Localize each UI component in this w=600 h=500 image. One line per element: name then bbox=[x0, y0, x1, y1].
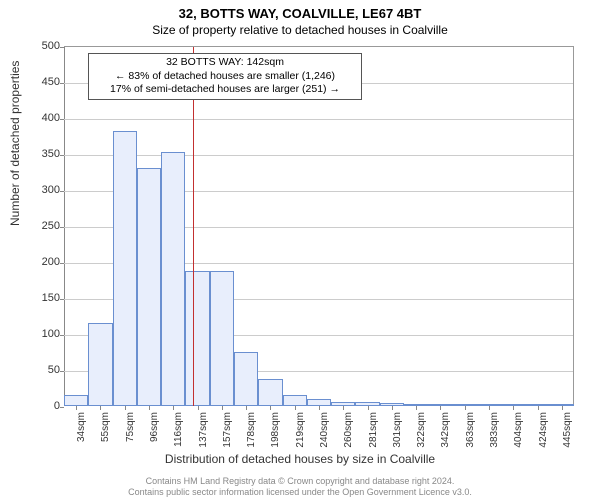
page-subtitle: Size of property relative to detached ho… bbox=[0, 21, 600, 37]
xtick-mark bbox=[125, 406, 126, 410]
xtick-label: 404sqm bbox=[513, 412, 524, 462]
ytick-label: 200 bbox=[20, 256, 60, 268]
ytick-label: 400 bbox=[20, 112, 60, 124]
xtick-label: 198sqm bbox=[270, 412, 281, 462]
footer-line-2: Contains public sector information licen… bbox=[0, 487, 600, 498]
xtick-mark bbox=[270, 406, 271, 410]
xtick-label: 260sqm bbox=[343, 412, 354, 462]
ytick-label: 150 bbox=[20, 292, 60, 304]
histogram-bar bbox=[113, 131, 137, 406]
xtick-mark bbox=[173, 406, 174, 410]
ytick-mark bbox=[60, 227, 64, 228]
xtick-mark bbox=[562, 406, 563, 410]
footer-line-1: Contains HM Land Registry data © Crown c… bbox=[0, 476, 600, 487]
xtick-mark bbox=[246, 406, 247, 410]
xtick-label: 34sqm bbox=[76, 412, 87, 462]
xtick-label: 75sqm bbox=[125, 412, 136, 462]
xtick-mark bbox=[465, 406, 466, 410]
ytick-label: 100 bbox=[20, 328, 60, 340]
annotation-line-2: ← 83% of detached houses are smaller (1,… bbox=[95, 70, 355, 84]
gridline bbox=[64, 155, 573, 156]
xtick-label: 178sqm bbox=[246, 412, 257, 462]
ytick-label: 50 bbox=[20, 364, 60, 376]
chart-container: 32, BOTTS WAY, COALVILLE, LE67 4BT Size … bbox=[0, 0, 600, 500]
annotation-line-3: 17% of semi-detached houses are larger (… bbox=[95, 83, 355, 97]
xtick-mark bbox=[489, 406, 490, 410]
histogram-bar bbox=[185, 271, 209, 406]
histogram-bar bbox=[137, 168, 161, 406]
xtick-label: 301sqm bbox=[392, 412, 403, 462]
ytick-mark bbox=[60, 407, 64, 408]
ytick-label: 450 bbox=[20, 76, 60, 88]
ytick-mark bbox=[60, 299, 64, 300]
footer-attribution: Contains HM Land Registry data © Crown c… bbox=[0, 476, 600, 499]
ytick-mark bbox=[60, 47, 64, 48]
xtick-mark bbox=[440, 406, 441, 410]
plot-area: 32 BOTTS WAY: 142sqm← 83% of detached ho… bbox=[64, 46, 574, 406]
ytick-mark bbox=[60, 155, 64, 156]
xtick-label: 240sqm bbox=[319, 412, 330, 462]
xtick-mark bbox=[343, 406, 344, 410]
xtick-label: 424sqm bbox=[538, 412, 549, 462]
histogram-bar bbox=[258, 379, 282, 406]
xtick-label: 322sqm bbox=[416, 412, 427, 462]
xtick-label: 445sqm bbox=[562, 412, 573, 462]
xtick-mark bbox=[513, 406, 514, 410]
histogram-bar bbox=[88, 323, 112, 406]
xtick-label: 342sqm bbox=[440, 412, 451, 462]
gridline bbox=[64, 119, 573, 120]
xtick-label: 157sqm bbox=[222, 412, 233, 462]
annotation-box: 32 BOTTS WAY: 142sqm← 83% of detached ho… bbox=[88, 53, 362, 100]
xtick-label: 96sqm bbox=[149, 412, 160, 462]
xtick-mark bbox=[198, 406, 199, 410]
xtick-mark bbox=[538, 406, 539, 410]
xtick-label: 137sqm bbox=[198, 412, 209, 462]
xtick-mark bbox=[222, 406, 223, 410]
ytick-label: 500 bbox=[20, 40, 60, 52]
reference-line bbox=[193, 47, 194, 406]
ytick-mark bbox=[60, 119, 64, 120]
histogram-bar bbox=[283, 395, 307, 406]
xtick-label: 363sqm bbox=[465, 412, 476, 462]
histogram-bar bbox=[234, 352, 258, 406]
xtick-label: 281sqm bbox=[368, 412, 379, 462]
xtick-mark bbox=[100, 406, 101, 410]
ytick-mark bbox=[60, 83, 64, 84]
ytick-mark bbox=[60, 263, 64, 264]
ytick-mark bbox=[60, 371, 64, 372]
xtick-mark bbox=[319, 406, 320, 410]
histogram-bar bbox=[64, 395, 88, 406]
ytick-mark bbox=[60, 191, 64, 192]
xtick-mark bbox=[76, 406, 77, 410]
xtick-label: 116sqm bbox=[173, 412, 184, 462]
xtick-label: 55sqm bbox=[100, 412, 111, 462]
xtick-mark bbox=[416, 406, 417, 410]
xtick-mark bbox=[392, 406, 393, 410]
histogram-bar bbox=[161, 152, 185, 406]
annotation-line-1: 32 BOTTS WAY: 142sqm bbox=[95, 56, 355, 70]
ytick-label: 0 bbox=[20, 400, 60, 412]
xtick-mark bbox=[295, 406, 296, 410]
histogram-bar bbox=[210, 271, 234, 406]
xtick-label: 219sqm bbox=[295, 412, 306, 462]
xtick-label: 383sqm bbox=[489, 412, 500, 462]
ytick-label: 350 bbox=[20, 148, 60, 160]
xtick-mark bbox=[149, 406, 150, 410]
ytick-label: 250 bbox=[20, 220, 60, 232]
ytick-label: 300 bbox=[20, 184, 60, 196]
ytick-mark bbox=[60, 335, 64, 336]
histogram-bar bbox=[307, 399, 331, 406]
page-title: 32, BOTTS WAY, COALVILLE, LE67 4BT bbox=[0, 0, 600, 21]
xtick-mark bbox=[368, 406, 369, 410]
